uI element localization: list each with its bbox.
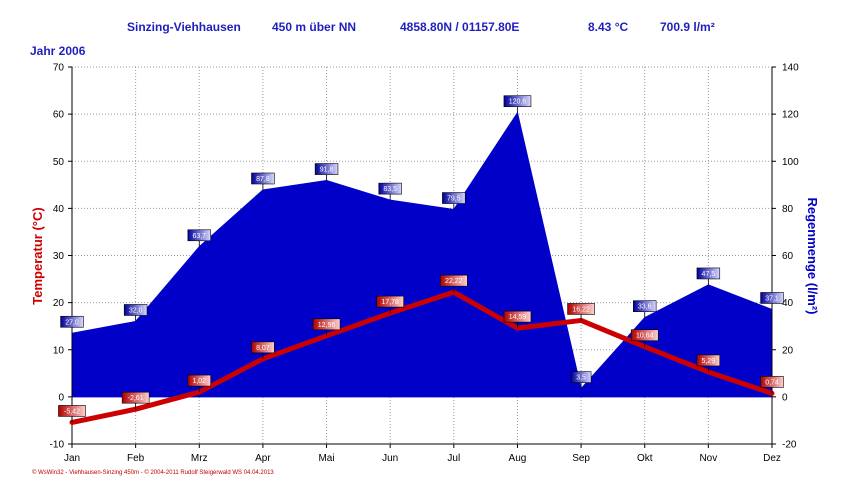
right-tick-label: 80 <box>782 204 794 215</box>
x-tick-label: Jun <box>382 453 398 464</box>
temperature-data-label: 16,22 <box>572 306 590 313</box>
temperature-data-label-box <box>440 274 468 287</box>
rain-data-label: 83,5 <box>383 186 397 193</box>
temperature-data-label-box <box>251 341 275 354</box>
temperature-line <box>71 289 773 425</box>
rain-data-label-box <box>442 192 466 204</box>
rain-data-label: 27,0 <box>65 319 79 326</box>
left-tick-label: 40 <box>53 204 65 215</box>
left-tick-label: 70 <box>53 63 65 74</box>
rain-data-label-box <box>760 292 784 304</box>
average-temperature: 8.43 °C <box>588 20 629 34</box>
x-tick-label: Feb <box>127 453 145 464</box>
right-tick-label: 20 <box>782 345 794 356</box>
rain-data-label-box <box>60 315 84 328</box>
left-tick-label: -10 <box>50 440 65 451</box>
temperature-data-label: 1,02 <box>192 378 206 385</box>
right-tick-label: 60 <box>782 251 794 262</box>
data-labels: 27,0 32,0 63,7 87,8 91,8 83,5 79,5 120,6 3,5 33,6… <box>58 95 784 423</box>
left-axis-title: Temperatur (°C) <box>30 207 45 304</box>
left-tick-label: 0 <box>58 392 64 403</box>
rain-data-label: 33,6 <box>638 304 652 311</box>
x-tick-label: Mrz <box>191 453 208 464</box>
station-name: Sinzing-Viehhausen <box>127 20 241 34</box>
left-tick-label: 10 <box>53 345 65 356</box>
right-axis-title: Regenmenge (l/m²) <box>805 197 820 314</box>
rain-data-label: 3,5 <box>576 375 586 382</box>
rain-data-label: 87,8 <box>256 176 270 183</box>
rain-data-label: 32,0 <box>129 307 143 314</box>
temperature-data-label-box <box>312 318 341 331</box>
rain-data-label-box <box>503 95 532 108</box>
temperature-data-label: -5,42 <box>64 408 80 415</box>
left-tick-label: 60 <box>53 110 65 121</box>
temperature-data-label: 17,78 <box>381 299 399 306</box>
rain-data-label-box <box>123 304 148 316</box>
right-tick-label: 0 <box>782 392 788 403</box>
x-tick-label: Mai <box>318 453 334 464</box>
x-tick-label: Jul <box>447 453 460 464</box>
x-tick-label: Aug <box>509 453 527 464</box>
rain-data-label-box <box>696 267 721 280</box>
temperature-data-label-box <box>503 310 532 323</box>
rain-data-label: 79,5 <box>447 196 461 203</box>
right-tick-label: -20 <box>782 440 797 451</box>
temperature-data-label-box <box>630 329 659 342</box>
rain-data-label-box <box>314 163 339 175</box>
temperature-data-label: 8,07 <box>256 345 270 352</box>
footer-credit: © WsWin32 - Viehhausen-Sinzing 450m - © … <box>32 470 274 476</box>
total-rainfall: 700.9 l/m² <box>660 20 715 34</box>
left-tick-label: 30 <box>53 251 65 262</box>
rain-data-label-box <box>570 371 592 383</box>
right-tick-label: 120 <box>782 110 799 121</box>
temperature-data-label: 12,96 <box>318 322 336 329</box>
station-coordinates: 4858.80N / 01157.80E <box>400 20 520 34</box>
temperature-data-label-box <box>696 354 721 367</box>
temperature-data-label-box <box>58 405 86 417</box>
station-altitude: 450 m über NN <box>272 20 357 34</box>
x-tick-label: Dez <box>763 453 781 464</box>
x-tick-label: Sep <box>572 453 590 464</box>
rain-data-label-box <box>633 300 657 313</box>
x-tick-label: Nov <box>699 453 717 464</box>
x-tick-label: Jan <box>64 453 80 464</box>
rain-data-label-box <box>251 172 275 185</box>
left-tick-label: 20 <box>53 298 65 309</box>
rain-data-label: 37,1 <box>765 295 779 302</box>
right-tick-label: 140 <box>782 63 799 74</box>
left-tick-label: 50 <box>53 157 65 168</box>
right-tick-label: 100 <box>782 157 799 168</box>
temperature-data-label: 0,74 <box>765 379 779 386</box>
temperature-data-label-box <box>121 391 150 404</box>
right-tick-label: 40 <box>782 298 794 309</box>
temperature-data-label: 5,29 <box>702 358 716 365</box>
temperature-data-label-box <box>187 374 211 387</box>
temperature-data-label-box <box>376 295 404 308</box>
rain-data-label: 91,8 <box>320 167 334 174</box>
temperature-data-label: -2,61 <box>128 395 144 402</box>
temperature-data-label: 14,59 <box>509 314 527 321</box>
rain-data-label: 120,6 <box>509 99 527 106</box>
temperature-data-label: 10,64 <box>636 333 654 340</box>
temperature-data-label-box <box>567 303 595 315</box>
rain-data-label: 63,7 <box>192 233 206 240</box>
year-label: Jahr 2006 <box>30 44 86 58</box>
rain-data-label: 47,5 <box>702 271 716 278</box>
rain-data-label-box <box>187 229 211 242</box>
x-tick-label: Okt <box>637 453 653 464</box>
x-tick-label: Apr <box>255 453 271 464</box>
temperature-data-label: 22,22 <box>445 278 463 285</box>
temperature-data-label-box <box>760 376 784 388</box>
rain-data-label-box <box>378 182 402 195</box>
